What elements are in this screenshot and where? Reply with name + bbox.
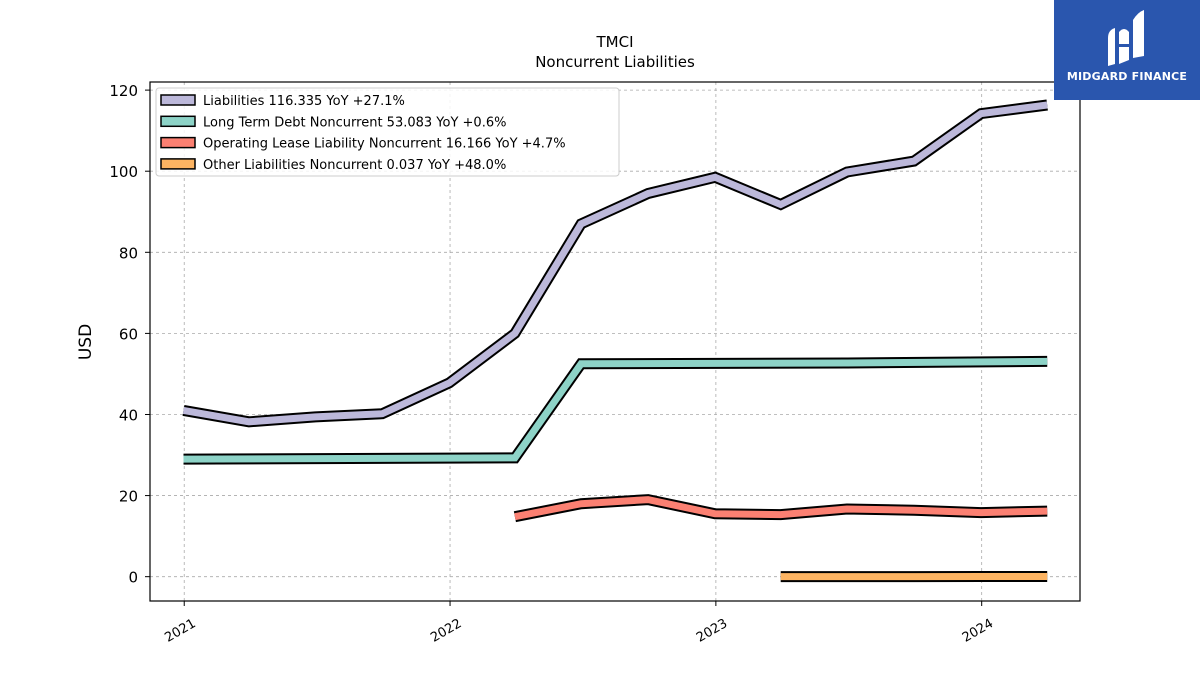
y-tick-label: 20 <box>119 488 138 506</box>
legend-label: Liabilities 116.335 YoY +27.1% <box>203 94 405 109</box>
y-tick-label: 120 <box>109 82 138 100</box>
legend-swatch <box>160 115 196 128</box>
legend-swatch <box>160 158 196 170</box>
y-tick-label: 40 <box>119 406 138 424</box>
x-tick-label: 2022 <box>428 616 464 646</box>
series-line-liabilities <box>182 101 1048 426</box>
brand-name: MIDGARD FINANCE <box>1066 70 1188 83</box>
y-tick-label: 100 <box>109 163 138 181</box>
legend-swatch <box>160 94 196 106</box>
midgard-logo-icon <box>1108 10 1144 66</box>
series-line-operating-lease-liability-noncurrent <box>514 496 1048 521</box>
y-tick-label: 60 <box>119 325 138 343</box>
legend: Liabilities 116.335 YoY +27.1% Long Term … <box>155 87 620 177</box>
y-tick-label: 80 <box>119 244 138 262</box>
legend-swatch <box>160 136 196 149</box>
x-tick-label: 2023 <box>694 616 730 646</box>
axes: 0 20 40 60 80 100 120 2021 2022 2023 2024 <box>109 82 996 646</box>
series-lines <box>182 99 1048 583</box>
series-line-long-term-debt-noncurrent <box>183 357 1048 463</box>
y-tick-label: 0 <box>128 569 138 587</box>
legend-label: Other Liabilities Noncurrent 0.037 YoY +… <box>203 158 506 173</box>
plot-frame <box>149 81 1081 602</box>
chart-subtitle: Noncurrent Liabilities <box>535 53 695 71</box>
legend-box <box>155 87 620 177</box>
x-tick-label: 2024 <box>960 616 996 646</box>
series-outline-long-term-debt-noncurrent <box>183 355 1048 465</box>
legend-label: Long Term Debt Noncurrent 53.083 YoY +0.… <box>203 115 506 130</box>
y-axis-label: USD <box>76 324 96 360</box>
chart-title: TMCI <box>595 33 633 51</box>
brand-logo: MIDGARD FINANCE <box>1054 0 1200 100</box>
legend-label: Operating Lease Liability Noncurrent 16.… <box>203 137 566 152</box>
x-tick-label: 2021 <box>162 616 198 646</box>
